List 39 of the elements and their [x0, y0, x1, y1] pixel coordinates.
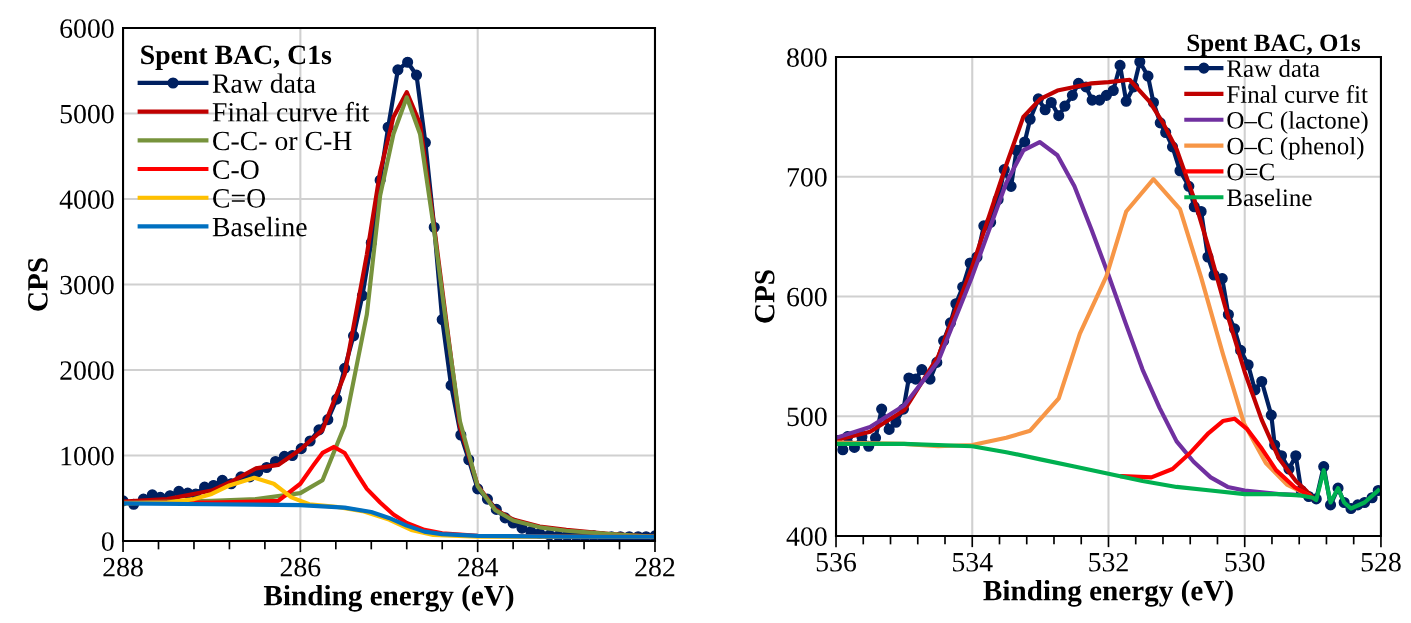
legend-label: O–C (lactone) [1227, 111, 1368, 134]
y-tick-label: 700 [787, 167, 827, 187]
y-axis-title: CPS [28, 258, 48, 311]
x-tick-label: 528 [1361, 552, 1401, 572]
y-tick-label: 1000 [61, 446, 114, 466]
y-tick-label: 4000 [59, 190, 114, 209]
y-tick-label: 400 [786, 527, 827, 546]
x-tick-label: 534 [953, 552, 993, 572]
x-axis-title: Binding energy (eV) [983, 579, 1233, 607]
x-tick-label: 284 [458, 557, 499, 577]
legend-title: Spent BAC, O1s [1187, 34, 1361, 57]
x-tick-label: 530 [1225, 552, 1265, 572]
legend-label: Final curve fit [212, 101, 370, 122]
legend-title: Spent BAC, C1s [141, 45, 332, 70]
y-tick-label: 800 [787, 48, 827, 67]
legend-label: C-C- or C-H [213, 131, 352, 151]
y-tick-label: 6000 [60, 19, 114, 38]
legend-label: Baseline [212, 216, 307, 237]
legend-label: Raw data [212, 73, 316, 93]
y-axis-title: CPS [754, 270, 775, 323]
y-tick-label: 600 [787, 287, 827, 307]
y-tick-label: 0 [101, 532, 114, 551]
y-tick-label: 5000 [60, 104, 114, 124]
y-tick-label: 3000 [60, 275, 114, 295]
legend-label: Baseline [1227, 188, 1312, 207]
x-tick-label: 288 [103, 557, 143, 577]
legend-label: O–C (phenol) [1227, 136, 1364, 160]
y-tick-label: 2000 [60, 361, 114, 380]
x-tick-label: 536 [816, 552, 857, 572]
legend-label: Raw data [1227, 59, 1320, 78]
legend-label: C=O [213, 189, 266, 208]
legend-label: C-O [213, 160, 259, 180]
y-tick-label: 500 [787, 407, 827, 427]
x-tick-label: 532 [1089, 552, 1128, 572]
legend-label: O=C [1227, 163, 1274, 181]
x-tick-label: 286 [280, 557, 321, 577]
legend-label: Final curve fit [1227, 85, 1368, 103]
x-axis-title: Binding energy (eV) [263, 584, 514, 612]
x-tick-label: 282 [635, 557, 675, 577]
